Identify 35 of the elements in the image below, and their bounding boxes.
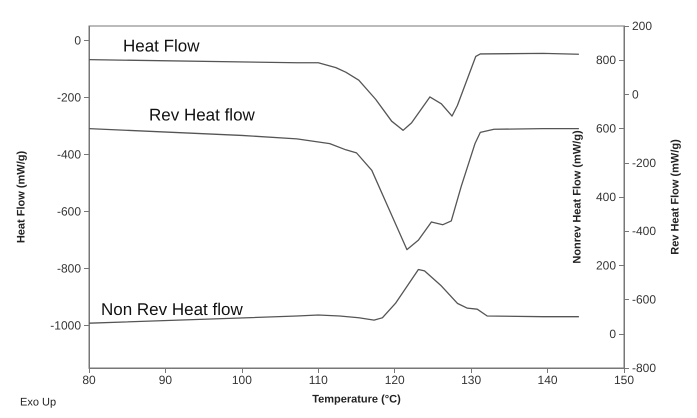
y2-tick-label: 800 [596,53,616,68]
y3-axis-title: Rev Heat Flow (mW/g) [670,138,682,255]
series-label: Rev Heat flow [149,106,256,125]
y2-tick-label: 400 [596,190,616,204]
y-tick-label: 0 [74,33,82,48]
x-tick-label: 130 [461,373,482,387]
y2-tick-label: 200 [596,258,616,272]
text: Exo Up [20,396,56,408]
y2-tick-label: 0 [609,326,616,341]
x-axis-title: Temperature (°C) [312,394,402,406]
y-axis-title: Heat Flow (mW/g) [16,150,28,244]
y3-tick-label: -600 [632,292,656,307]
x-tick-label: 150 [614,373,634,387]
y3-tick-label: -800 [632,361,656,375]
line-series [88,268,580,324]
y3-tick-label: -400 [632,224,656,238]
y2-tick-label: 600 [596,122,616,136]
y3-tick-label: -200 [632,156,656,170]
x-tick-label: 90 [158,373,172,387]
x-tick-label: 110 [308,373,328,387]
x-tick-label: 140 [538,373,558,387]
y-tick-label: -400 [56,147,82,162]
y-tick-label: -1000 [50,318,82,332]
y3-tick-label: 200 [632,19,652,33]
y3-tick-label: 0 [632,87,639,102]
series-label: Non Rev Heat flow [101,300,244,320]
y-tick-label: -200 [56,90,82,104]
x-tick-label: 100 [232,373,252,387]
line-series [88,52,580,131]
y-tick-label: -600 [56,204,82,218]
x-tick-label: 120 [384,373,406,387]
y2-axis-title: Nonrev Heat Flow (mW/g) [572,130,584,264]
x-tick-label: 80 [82,373,96,387]
y-tick-label: -800 [56,261,82,276]
series-label: Heat Flow [123,36,200,56]
